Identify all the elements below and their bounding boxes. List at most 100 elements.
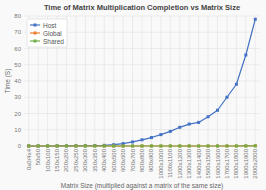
x-tick-label: 150x150 xyxy=(54,148,60,172)
point-marker xyxy=(131,145,134,148)
x-tick-label: 100x100 xyxy=(45,148,51,172)
point-marker xyxy=(112,145,115,148)
legend-label: Shared xyxy=(43,38,64,45)
legend-item: Shared xyxy=(30,38,64,45)
point-marker xyxy=(225,96,228,99)
point-marker xyxy=(56,144,59,147)
x-tick-label: 1600x1600 xyxy=(215,148,221,178)
point-marker xyxy=(244,144,247,147)
y-tick-label: 60 xyxy=(14,46,21,52)
point-marker xyxy=(74,144,77,147)
point-marker xyxy=(122,145,125,148)
x-tick-label: 1800x1800 xyxy=(233,148,239,178)
y-tick-label: 70 xyxy=(14,29,21,35)
point-marker xyxy=(84,144,87,147)
x-tick-label: 1700x1700 xyxy=(224,148,230,178)
point-marker xyxy=(84,145,87,148)
legend: HostGlobalShared xyxy=(27,19,67,47)
y-tick-label: 50 xyxy=(14,62,21,68)
point-marker xyxy=(93,145,96,148)
point-marker xyxy=(159,133,162,136)
point-marker xyxy=(141,145,144,148)
point-marker xyxy=(93,145,96,148)
x-grid-line xyxy=(94,16,95,146)
point-marker xyxy=(131,140,134,143)
legend-label: Global xyxy=(43,30,62,37)
point-marker xyxy=(122,145,125,148)
x-tick-label: 200x200 xyxy=(63,148,69,172)
point-marker xyxy=(188,123,191,126)
point-marker xyxy=(112,145,115,148)
background xyxy=(0,0,266,190)
point-marker xyxy=(65,145,68,148)
grid xyxy=(24,16,260,146)
point-marker xyxy=(65,145,68,148)
point-marker xyxy=(103,145,106,148)
point-marker xyxy=(150,145,153,148)
x-grid-line xyxy=(255,16,256,146)
x-grid-line xyxy=(179,16,180,146)
point-marker xyxy=(188,145,191,148)
point-marker xyxy=(46,144,49,147)
x-tick-label: 900x900 xyxy=(148,148,154,172)
x-grid-line xyxy=(104,16,105,146)
point-marker xyxy=(216,109,219,112)
series-line xyxy=(29,19,256,146)
point-marker xyxy=(225,145,228,148)
x-tick-label: 1900x1900 xyxy=(243,148,249,178)
y-axis-label: Time (S) xyxy=(4,69,12,94)
point-marker xyxy=(46,145,49,148)
point-marker xyxy=(27,145,30,148)
point-marker xyxy=(27,145,30,148)
x-tick-label: 300x300 xyxy=(82,148,88,172)
point-marker xyxy=(244,54,247,57)
x-grid-line xyxy=(113,16,114,146)
point-marker xyxy=(93,144,96,147)
x-grid-line xyxy=(208,16,209,146)
legend-swatch xyxy=(30,24,40,25)
point-marker xyxy=(141,145,144,148)
y-tick-label: 80 xyxy=(14,13,21,19)
plot-area xyxy=(27,18,257,148)
point-marker xyxy=(46,145,49,148)
point-marker xyxy=(188,145,191,148)
x-grid-line xyxy=(85,16,86,146)
point-marker xyxy=(150,145,153,148)
x-grid-line xyxy=(151,16,152,146)
title: Time of Matrix Multiplication Completion… xyxy=(44,3,240,12)
point-marker xyxy=(178,145,181,148)
y-tick-label: 30 xyxy=(14,94,21,100)
point-marker xyxy=(169,130,172,133)
chart: 010203040506070800x0/4x450x50100x100150x… xyxy=(0,0,266,190)
point-marker xyxy=(207,145,210,148)
x-tick-label: 1300x1300 xyxy=(186,148,192,178)
legend-item: Global xyxy=(30,30,62,37)
point-marker xyxy=(169,145,172,148)
x-tick-label: 700x700 xyxy=(130,148,136,172)
x-tick-label: 0x0/4x4 xyxy=(26,148,32,170)
x-grid-line xyxy=(198,16,199,146)
point-marker xyxy=(254,18,257,21)
point-marker xyxy=(216,145,219,148)
x-tick-label: 50x50 xyxy=(35,148,41,165)
y-tick-label: 20 xyxy=(14,111,21,117)
point-marker xyxy=(56,145,59,148)
x-tick-label: 2000x2000 xyxy=(252,148,258,178)
point-marker xyxy=(37,145,40,148)
point-marker xyxy=(74,145,77,148)
legend-marker xyxy=(34,24,37,27)
y-tick-label: 10 xyxy=(14,127,21,133)
point-marker xyxy=(159,145,162,148)
x-tick-label: 500x500 xyxy=(111,148,117,172)
point-marker xyxy=(150,136,153,139)
point-marker xyxy=(244,144,247,147)
point-marker xyxy=(254,144,257,147)
legend-swatch xyxy=(30,32,40,33)
point-marker xyxy=(131,145,134,148)
x-grid-line xyxy=(226,16,227,146)
point-marker xyxy=(197,121,200,124)
x-grid-line xyxy=(217,16,218,146)
x-axis-label: Matrix Size (multiplied against a matrix… xyxy=(61,182,224,190)
legend-label: Host xyxy=(43,22,57,29)
x-tick-label: 250x250 xyxy=(73,148,79,172)
